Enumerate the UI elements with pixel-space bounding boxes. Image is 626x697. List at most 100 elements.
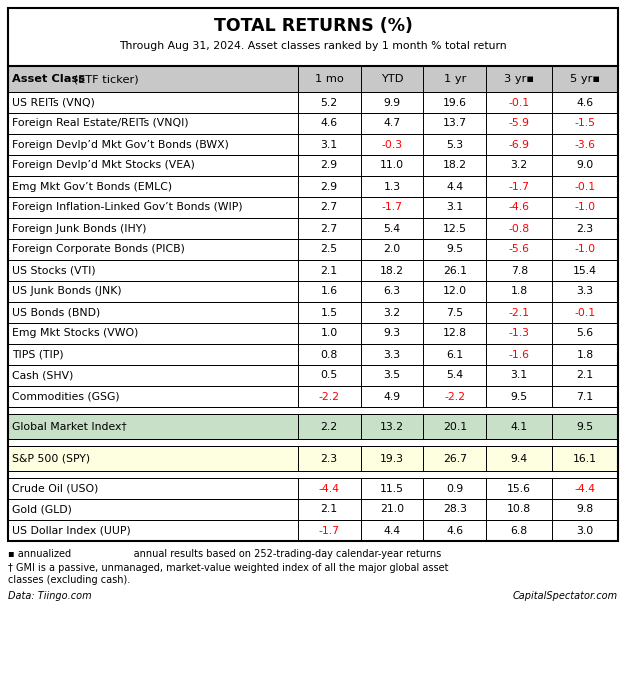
Text: 18.2: 18.2 xyxy=(443,160,467,171)
Bar xyxy=(8,499,618,520)
Text: 7.1: 7.1 xyxy=(577,392,593,401)
Text: 18.2: 18.2 xyxy=(380,266,404,275)
Text: -0.1: -0.1 xyxy=(575,307,595,318)
Text: 12.0: 12.0 xyxy=(443,286,467,296)
Text: 1.0: 1.0 xyxy=(321,328,338,339)
Text: 1.5: 1.5 xyxy=(321,307,338,318)
Bar xyxy=(8,8,618,66)
Text: (ETF ticker): (ETF ticker) xyxy=(70,74,138,84)
Bar xyxy=(8,66,618,92)
Bar xyxy=(8,439,618,446)
Text: 9.5: 9.5 xyxy=(446,245,463,254)
Text: 6.3: 6.3 xyxy=(384,286,401,296)
Text: -1.3: -1.3 xyxy=(509,328,530,339)
Text: CapitalSpectator.com: CapitalSpectator.com xyxy=(513,591,618,601)
Text: Foreign Devlp’d Mkt Stocks (VEA): Foreign Devlp’d Mkt Stocks (VEA) xyxy=(12,160,195,171)
Text: Commodities (GSG): Commodities (GSG) xyxy=(12,392,120,401)
Text: 9.3: 9.3 xyxy=(384,328,401,339)
Text: -0.1: -0.1 xyxy=(508,98,530,107)
Text: 2.3: 2.3 xyxy=(321,454,338,464)
Text: 1.3: 1.3 xyxy=(384,181,401,192)
Text: 9.9: 9.9 xyxy=(384,98,401,107)
Text: TIPS (TIP): TIPS (TIP) xyxy=(12,349,64,360)
Text: 15.4: 15.4 xyxy=(573,266,597,275)
Text: -5.6: -5.6 xyxy=(509,245,530,254)
Text: 4.4: 4.4 xyxy=(446,181,463,192)
Text: Foreign Corporate Bonds (PICB): Foreign Corporate Bonds (PICB) xyxy=(12,245,185,254)
Text: Through Aug 31, 2024. Asset classes ranked by 1 month % total return: Through Aug 31, 2024. Asset classes rank… xyxy=(119,41,507,51)
Text: 3.1: 3.1 xyxy=(446,203,463,213)
Text: Emg Mkt Gov’t Bonds (EMLC): Emg Mkt Gov’t Bonds (EMLC) xyxy=(12,181,172,192)
Text: 4.6: 4.6 xyxy=(446,526,463,535)
Text: 4.1: 4.1 xyxy=(511,422,528,431)
Text: 13.7: 13.7 xyxy=(443,118,467,128)
Text: Emg Mkt Stocks (VWO): Emg Mkt Stocks (VWO) xyxy=(12,328,138,339)
Bar xyxy=(8,302,618,323)
Text: 19.3: 19.3 xyxy=(380,454,404,464)
Bar xyxy=(8,197,618,218)
Bar xyxy=(8,260,618,281)
Text: 3.1: 3.1 xyxy=(511,371,528,381)
Text: ▪ annualized                    annual results based on 252-trading-day calendar: ▪ annualized annual results based on 252… xyxy=(8,549,441,559)
Text: 12.8: 12.8 xyxy=(443,328,467,339)
Bar xyxy=(8,471,618,478)
Text: 20.1: 20.1 xyxy=(443,422,467,431)
Text: Foreign Devlp’d Mkt Gov’t Bonds (BWX): Foreign Devlp’d Mkt Gov’t Bonds (BWX) xyxy=(12,139,229,149)
Bar xyxy=(8,281,618,302)
Bar xyxy=(8,218,618,239)
Text: 4.9: 4.9 xyxy=(384,392,401,401)
Text: Crude Oil (USO): Crude Oil (USO) xyxy=(12,484,98,493)
Bar xyxy=(8,478,618,499)
Text: US Stocks (VTI): US Stocks (VTI) xyxy=(12,266,96,275)
Text: 13.2: 13.2 xyxy=(380,422,404,431)
Text: 3.2: 3.2 xyxy=(384,307,401,318)
Bar xyxy=(8,520,618,541)
Text: US Junk Bonds (JNK): US Junk Bonds (JNK) xyxy=(12,286,121,296)
Text: 2.1: 2.1 xyxy=(321,266,338,275)
Text: 2.3: 2.3 xyxy=(577,224,593,233)
Text: -4.4: -4.4 xyxy=(575,484,595,493)
Bar xyxy=(8,134,618,155)
Text: Data: Tiingo.com: Data: Tiingo.com xyxy=(8,591,91,601)
Text: 1 yr: 1 yr xyxy=(444,74,466,84)
Text: 3.3: 3.3 xyxy=(384,349,401,360)
Text: US REITs (VNQ): US REITs (VNQ) xyxy=(12,98,95,107)
Text: 7.5: 7.5 xyxy=(446,307,463,318)
Text: -2.1: -2.1 xyxy=(509,307,530,318)
Text: 2.2: 2.2 xyxy=(321,422,338,431)
Text: 1.6: 1.6 xyxy=(321,286,338,296)
Text: 11.5: 11.5 xyxy=(380,484,404,493)
Text: 2.7: 2.7 xyxy=(321,224,338,233)
Text: 2.7: 2.7 xyxy=(321,203,338,213)
Text: 0.5: 0.5 xyxy=(321,371,338,381)
Text: 2.1: 2.1 xyxy=(321,505,338,514)
Text: 4.4: 4.4 xyxy=(384,526,401,535)
Bar xyxy=(8,407,618,414)
Text: -4.6: -4.6 xyxy=(509,203,530,213)
Text: Global Market Index†: Global Market Index† xyxy=(12,422,126,431)
Text: -3.6: -3.6 xyxy=(575,139,595,149)
Text: 9.0: 9.0 xyxy=(577,160,593,171)
Text: -1.0: -1.0 xyxy=(575,203,595,213)
Text: 9.5: 9.5 xyxy=(511,392,528,401)
Bar xyxy=(8,414,618,439)
Text: -1.6: -1.6 xyxy=(509,349,530,360)
Text: TOTAL RETURNS (%): TOTAL RETURNS (%) xyxy=(213,17,413,35)
Text: 5.4: 5.4 xyxy=(384,224,401,233)
Bar xyxy=(8,176,618,197)
Text: 21.0: 21.0 xyxy=(380,505,404,514)
Text: 19.6: 19.6 xyxy=(443,98,467,107)
Text: 6.1: 6.1 xyxy=(446,349,463,360)
Text: 2.9: 2.9 xyxy=(321,181,338,192)
Text: -0.1: -0.1 xyxy=(575,181,595,192)
Text: 4.6: 4.6 xyxy=(321,118,338,128)
Text: -0.8: -0.8 xyxy=(508,224,530,233)
Text: 9.8: 9.8 xyxy=(577,505,593,514)
Text: US Bonds (BND): US Bonds (BND) xyxy=(12,307,100,318)
Bar xyxy=(8,8,618,541)
Text: 9.4: 9.4 xyxy=(511,454,528,464)
Text: -5.9: -5.9 xyxy=(509,118,530,128)
Text: 3.3: 3.3 xyxy=(577,286,593,296)
Text: 1.8: 1.8 xyxy=(577,349,593,360)
Text: 1.8: 1.8 xyxy=(511,286,528,296)
